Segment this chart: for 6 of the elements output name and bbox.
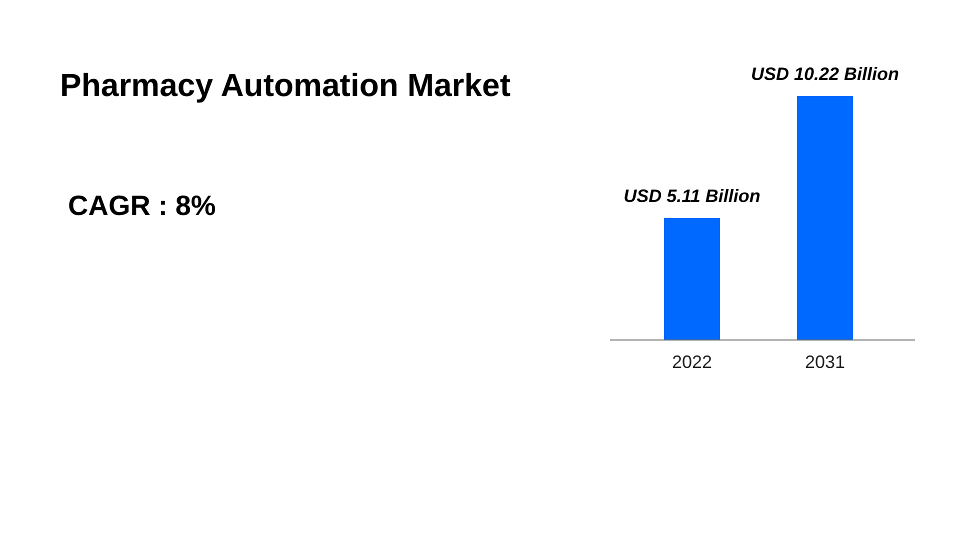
data-label: USD 5.11 Billion [624, 186, 760, 206]
data-label: USD 10.22 Billion [750, 64, 900, 84]
x-tick-label: 2022 [672, 352, 712, 372]
text: CAGR : 8% [68, 190, 216, 221]
x-tick-label: 2031 [804, 352, 846, 372]
text: Pharmacy Automation Market [60, 67, 511, 103]
